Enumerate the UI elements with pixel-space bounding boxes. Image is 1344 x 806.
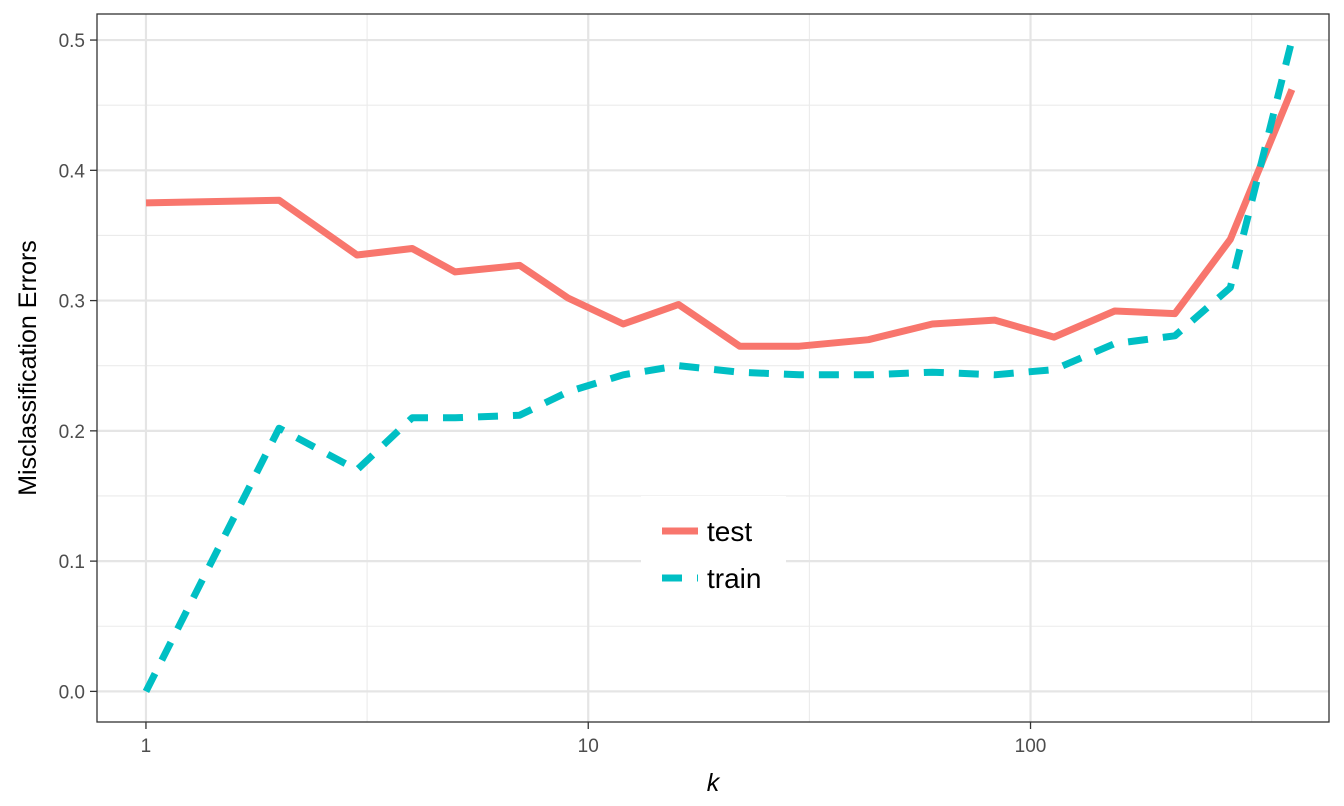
data-point-test — [675, 301, 682, 308]
series-layer — [142, 37, 1296, 695]
data-point-train — [929, 369, 936, 376]
data-point-test — [452, 268, 459, 275]
legend-box — [641, 496, 786, 606]
data-point-train — [353, 466, 360, 473]
data-point-test — [796, 343, 803, 350]
data-point-train — [409, 414, 416, 421]
data-point-test — [516, 262, 523, 269]
data-point-test — [929, 321, 936, 328]
data-point-train — [565, 388, 572, 395]
data-point-test — [1171, 310, 1178, 317]
x-tick-label: 100 — [1015, 736, 1047, 757]
data-point-train — [1288, 37, 1295, 44]
series-line-test — [145, 88, 1296, 350]
x-tick-label: 1 — [141, 736, 152, 757]
data-point-test — [1111, 308, 1118, 315]
data-point-train — [1050, 366, 1057, 373]
data-point-train — [1227, 284, 1234, 291]
data-point-train — [620, 371, 627, 378]
data-point-train — [1171, 332, 1178, 339]
data-point-test — [353, 251, 360, 258]
y-tick-label: 0.4 — [59, 161, 86, 182]
data-point-test — [1050, 334, 1057, 341]
data-point-train — [865, 371, 872, 378]
data-point-test — [1288, 86, 1295, 93]
legend-label-train: train — [707, 563, 761, 594]
y-tick-label: 0.5 — [59, 31, 85, 52]
data-point-train — [452, 414, 459, 421]
data-point-test — [620, 321, 627, 328]
x-tick-label: 10 — [578, 736, 599, 757]
grid-minor — [97, 14, 1329, 722]
legend-label-test: test — [707, 516, 752, 547]
x-axis: 1 10 100 — [141, 722, 1047, 757]
y-axis: 0.0 0.1 0.2 0.3 0.4 0.5 — [59, 31, 97, 703]
y-tick-label: 0.1 — [59, 552, 85, 573]
data-point-test — [565, 294, 572, 301]
data-point-train — [516, 412, 523, 419]
y-axis-title: Misclassification Errors — [14, 240, 42, 496]
y-tick-label: 0.0 — [59, 682, 85, 703]
y-tick-label: 0.2 — [59, 422, 85, 443]
data-point-test — [1227, 236, 1234, 243]
data-point-train — [736, 369, 743, 376]
data-point-train — [675, 362, 682, 369]
data-point-train — [796, 371, 803, 378]
plot-background — [97, 14, 1329, 722]
data-point-test — [142, 199, 149, 206]
data-point-train — [142, 688, 149, 695]
data-point-train — [276, 425, 283, 432]
plot-panel-border — [96, 13, 1330, 723]
data-point-test — [991, 317, 998, 324]
legend: test train — [641, 496, 786, 606]
data-point-test — [865, 336, 872, 343]
data-point-train — [991, 371, 998, 378]
data-point-test — [276, 197, 283, 204]
data-point-test — [736, 343, 743, 350]
grid-major — [97, 14, 1329, 722]
y-tick-label: 0.3 — [59, 292, 85, 313]
series-line-train — [142, 39, 1296, 693]
x-axis-title: k — [707, 769, 721, 797]
data-point-test — [409, 245, 416, 252]
data-point-train — [1111, 340, 1118, 347]
